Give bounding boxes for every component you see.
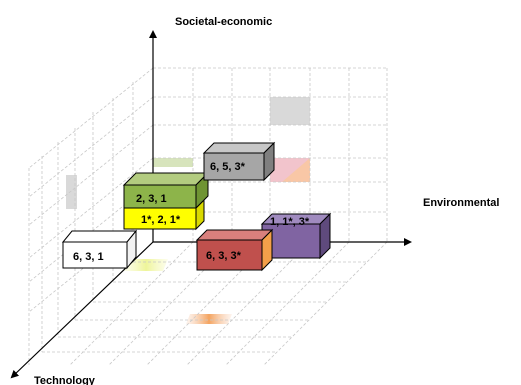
shadow-orange-floor (186, 314, 232, 324)
box-white-top (61, 230, 138, 243)
axis-label-environmental: Environmental (423, 197, 499, 209)
box-gray-top (202, 142, 276, 154)
box-red-side (261, 228, 273, 272)
shadow-pink-back-wall (270, 158, 310, 182)
box-white-label: 6, 3, 1 (73, 251, 104, 263)
box-red: 6, 3, 3* (195, 228, 274, 272)
projection-shadows (66, 97, 310, 324)
grid-floor (42, 241, 388, 366)
box-green-top (122, 172, 210, 186)
box-red-label: 6, 3, 3* (206, 250, 242, 262)
grid-back-wall (153, 67, 388, 242)
box-purple: 1, 1*, 3* (260, 212, 332, 260)
shadow-green-back-wall (153, 158, 193, 167)
box-yellow-label: 1*, 2, 1* (141, 214, 181, 226)
box-purple-side (319, 212, 331, 260)
shadow-gray-side-wall (66, 175, 77, 209)
box-white: 6, 3, 1 (61, 229, 138, 270)
box-gray: 6, 5, 3* (202, 141, 276, 182)
box-green-label: 2, 3, 1 (136, 193, 167, 205)
box-white-side (126, 229, 137, 270)
box-red-top (195, 229, 274, 241)
box-green: 2, 3, 1 (122, 171, 210, 210)
box-gray-label: 6, 5, 3* (210, 161, 246, 173)
axis-label-technology: Technology (34, 375, 96, 385)
shadow-gray-back-wall (270, 97, 310, 125)
axis-label-societal-economic: Societal-economic (175, 16, 272, 28)
box-gray-side (263, 141, 275, 182)
box-purple-label: 1, 1*, 3* (270, 216, 310, 228)
